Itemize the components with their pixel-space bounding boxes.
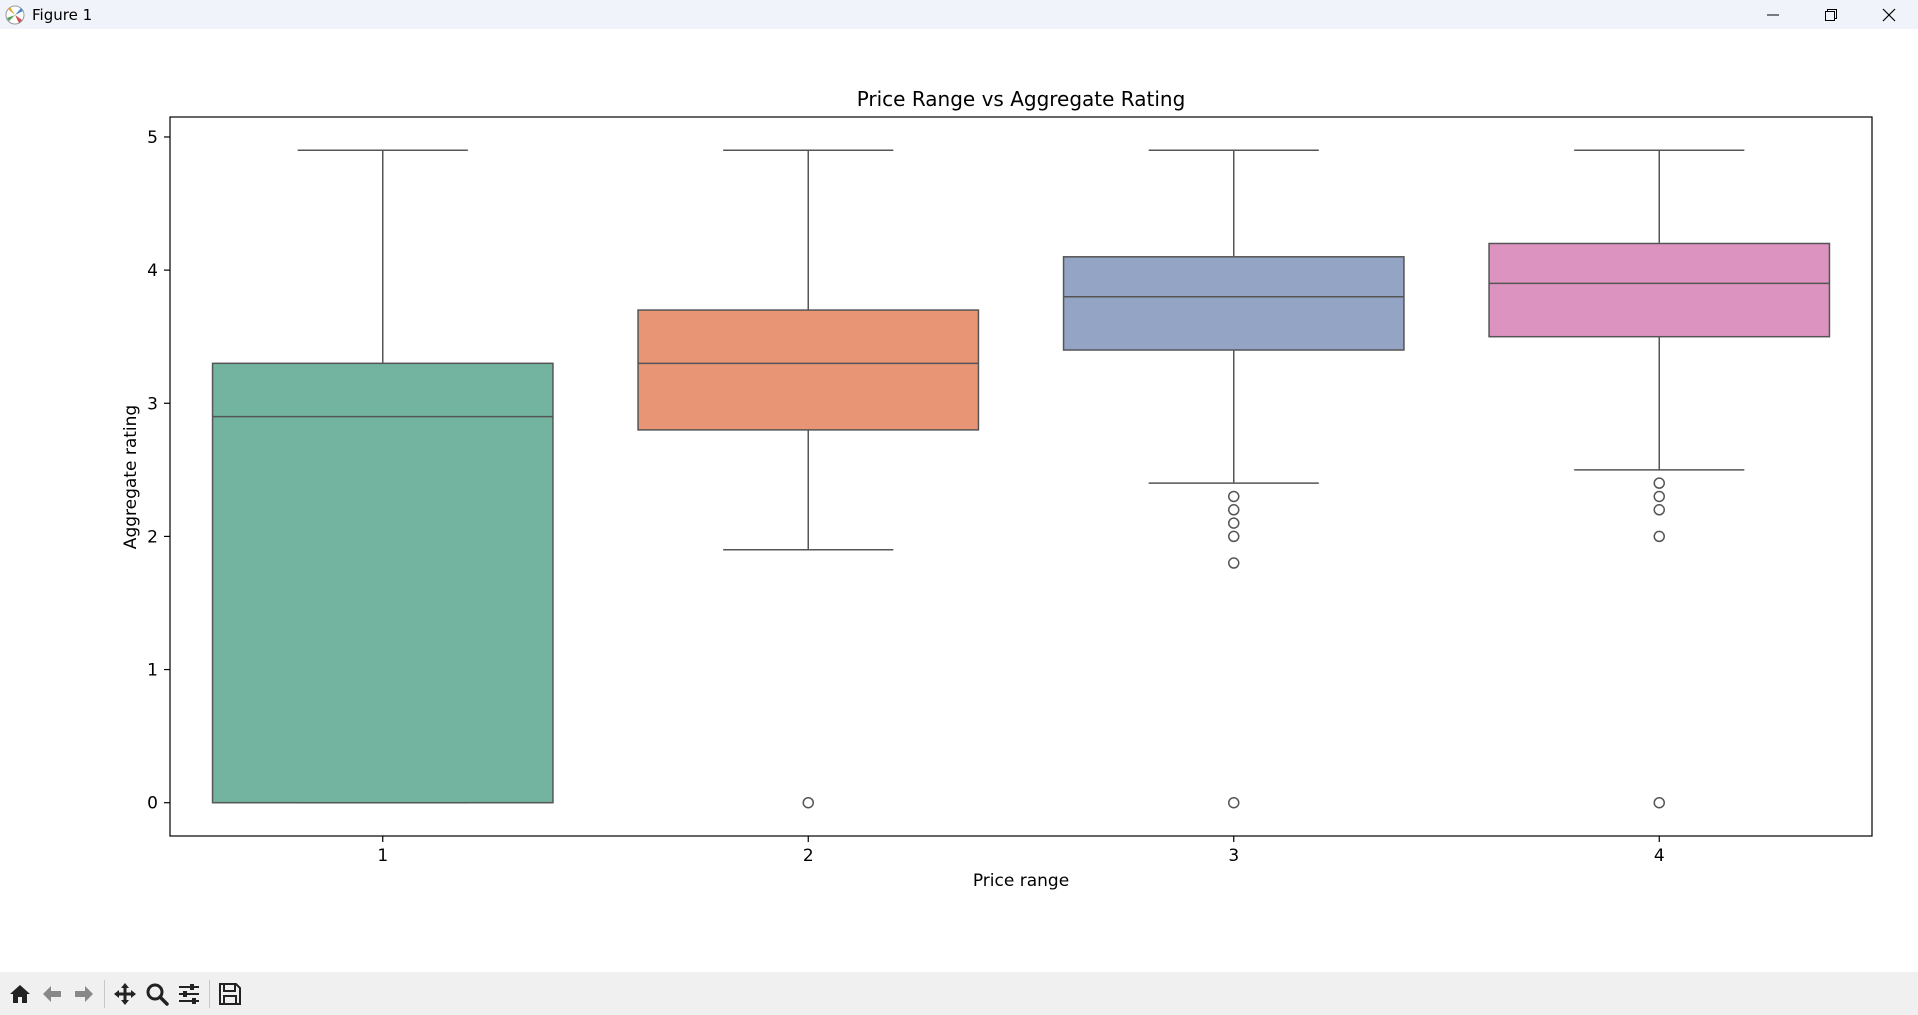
- x-tick-label: 3: [1228, 846, 1239, 866]
- outlier-point: [1653, 796, 1665, 809]
- axes-frame: [169, 116, 1873, 837]
- box-iqr: [637, 309, 980, 431]
- forward-button[interactable]: [68, 978, 100, 1010]
- outlier-point: [1228, 796, 1240, 809]
- outlier-point: [1228, 490, 1240, 503]
- zoom-icon: [146, 983, 169, 1006]
- outlier-point: [1653, 504, 1665, 516]
- x-tick-label: 2: [803, 846, 814, 866]
- pan-icon: [114, 982, 136, 1005]
- close-icon: [1882, 8, 1896, 21]
- y-tick-label: 3: [147, 394, 158, 414]
- outlier-point: [1228, 504, 1240, 516]
- forward-arrow-icon: [75, 985, 93, 1002]
- figure-canvas: Price Range vs Aggregate Rating Price ra…: [0, 29, 1918, 972]
- back-button[interactable]: [36, 978, 68, 1010]
- outlier-point: [1653, 477, 1665, 489]
- window-titlebar: Figure 1: [0, 0, 1918, 29]
- toolbar-separator: [104, 979, 105, 1008]
- outlier-point: [1228, 530, 1240, 543]
- box-plot: Price Range vs Aggregate Rating Price ra…: [121, 87, 1873, 891]
- x-tick-label: 1: [377, 846, 388, 866]
- y-tick-label: 4: [147, 261, 158, 281]
- outlier-point: [1228, 557, 1240, 569]
- navigation-toolbar: [0, 972, 1918, 1015]
- y-tick-label: 1: [147, 661, 158, 681]
- back-arrow-icon: [43, 985, 61, 1002]
- configure-subplots-button[interactable]: [173, 978, 205, 1010]
- minimize-button[interactable]: [1744, 0, 1802, 29]
- x-tick-label: 4: [1654, 846, 1665, 866]
- home-button[interactable]: [4, 978, 36, 1010]
- x-axis-label: Price range: [973, 871, 1069, 891]
- configure-subplots-icon: [179, 983, 199, 1004]
- outlier-point: [802, 796, 814, 809]
- outlier-point: [1653, 490, 1665, 503]
- y-tick-label: 2: [147, 527, 158, 547]
- maximize-icon: [1825, 8, 1837, 21]
- pan-button[interactable]: [109, 978, 141, 1010]
- toolbar-separator: [209, 979, 210, 1008]
- box-iqr: [211, 362, 554, 804]
- chart-title: Price Range vs Aggregate Rating: [857, 87, 1186, 111]
- window-title: Figure 1: [32, 5, 93, 24]
- save-button[interactable]: [214, 978, 246, 1010]
- y-tick-label: 5: [147, 128, 158, 148]
- y-axis-label: Aggregate rating: [121, 405, 141, 549]
- maximize-button[interactable]: [1802, 0, 1860, 29]
- outlier-point: [1653, 530, 1665, 543]
- save-icon: [219, 982, 241, 1005]
- home-icon: [10, 984, 30, 1003]
- box-iqr: [1488, 242, 1831, 338]
- minimize-icon: [1767, 14, 1779, 15]
- outlier-point: [1228, 517, 1240, 529]
- matplotlib-logo-icon: [5, 5, 25, 24]
- box-iqr: [1062, 256, 1405, 351]
- close-button[interactable]: [1860, 0, 1918, 29]
- zoom-button[interactable]: [141, 978, 173, 1010]
- window-controls: [1744, 0, 1918, 29]
- y-tick-label: 0: [147, 794, 158, 814]
